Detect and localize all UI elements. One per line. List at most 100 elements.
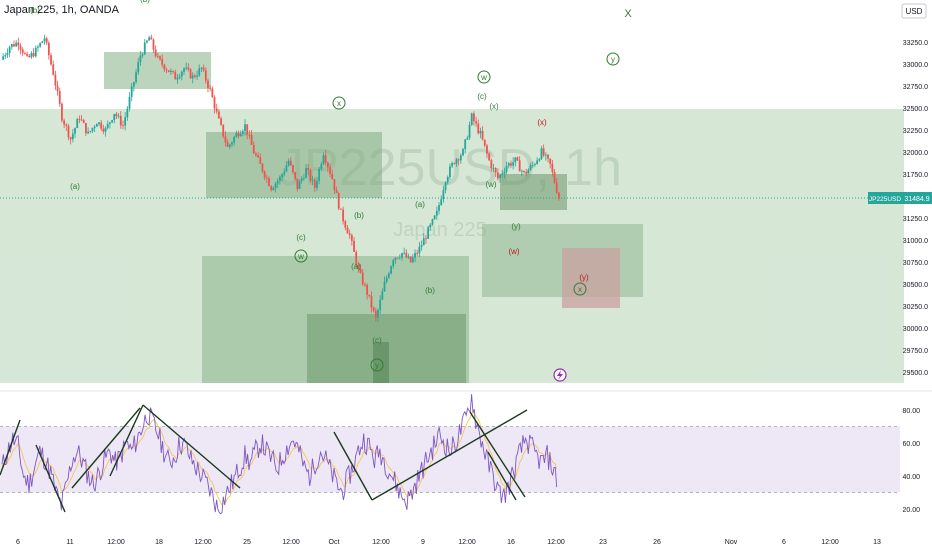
price-tick-label: 32000.0 <box>903 150 928 157</box>
wave-label[interactable]: (a) <box>415 200 425 209</box>
candle-body <box>520 170 523 172</box>
zone-large-background[interactable] <box>0 109 904 383</box>
candle-body <box>348 233 351 236</box>
candle-body <box>191 75 194 79</box>
candle-body <box>462 149 464 156</box>
wave-label[interactable]: (b) <box>30 6 40 15</box>
rsi-trendline[interactable] <box>71 407 141 489</box>
candle-body <box>411 257 414 263</box>
wave-annotations: (a) (b) (c) w x (a) (b) (c) y (a) (b) (c) w (x) (w) (y)… <box>30 0 632 372</box>
candle-body <box>255 153 257 156</box>
wave-label[interactable]: (a) <box>70 182 80 191</box>
candle-body <box>307 168 310 171</box>
rsi-trendline[interactable] <box>469 411 526 498</box>
candle-body <box>69 137 72 140</box>
candle-body <box>37 46 39 48</box>
candle-body <box>547 154 549 159</box>
candle-body <box>440 199 443 206</box>
candle-body <box>292 165 294 173</box>
wave-label[interactable]: (c) <box>372 336 382 345</box>
wave-label[interactable]: w <box>297 252 304 261</box>
candle-body <box>268 178 270 187</box>
rsi-trendline[interactable] <box>142 404 241 489</box>
candle-body <box>442 190 445 200</box>
candle-body <box>115 113 118 117</box>
wave-label[interactable]: x <box>578 285 582 294</box>
candle-body <box>63 120 66 125</box>
candle-body <box>544 154 547 156</box>
candle-body <box>198 68 201 76</box>
wave-label[interactable]: (x) <box>489 102 499 111</box>
wave-label[interactable]: (b) <box>140 0 150 4</box>
zone-red[interactable] <box>562 248 620 308</box>
candle-body <box>26 53 28 56</box>
candle-body <box>76 119 79 129</box>
rsi-trendline[interactable] <box>333 431 373 501</box>
time-tick-label: 12:00 <box>282 539 300 546</box>
candle-body <box>475 121 477 124</box>
lightning-icon[interactable] <box>553 368 567 382</box>
price-tick-label: 33000.0 <box>903 62 928 69</box>
candle-body <box>372 307 375 311</box>
candle-body <box>58 91 61 104</box>
wave-label[interactable]: (w) <box>508 247 519 256</box>
candle-body <box>148 37 151 41</box>
time-tick-label: 11 <box>66 539 73 546</box>
rsi-trendline[interactable] <box>487 451 517 501</box>
price-tick-label: 29500.0 <box>903 370 928 377</box>
price-tick-label: 30750.0 <box>903 260 928 267</box>
currency-box[interactable] <box>901 3 927 19</box>
candle-body <box>534 164 536 165</box>
candle-body <box>553 171 556 183</box>
candle-body <box>420 245 423 247</box>
zone-low-1[interactable] <box>202 256 469 383</box>
wave-label[interactable]: (y) <box>579 273 589 282</box>
candle-body <box>438 205 440 211</box>
rsi-trendline[interactable] <box>0 419 21 476</box>
candle-body <box>30 53 33 58</box>
candle-body <box>21 49 24 54</box>
wave-label[interactable]: (y) <box>511 222 521 231</box>
candle-body <box>309 170 312 181</box>
candle-body <box>137 62 140 73</box>
wave-label[interactable]: y <box>611 55 615 64</box>
wave-label[interactable]: x <box>337 99 341 108</box>
candle-body <box>357 264 360 269</box>
zone-mid-left[interactable] <box>206 132 382 198</box>
time-tick-label: 9 <box>421 539 425 546</box>
candle-body <box>350 235 353 241</box>
candle-body <box>15 42 18 47</box>
candle-body <box>257 155 260 158</box>
candle-body <box>113 113 116 121</box>
rsi-trendline[interactable] <box>109 404 144 477</box>
candle-body <box>451 163 454 167</box>
candle-body <box>165 69 168 71</box>
rsi-tick-label: 60.00 <box>902 441 920 448</box>
time-tick-label: Oct <box>329 539 340 546</box>
wave-label[interactable]: X <box>624 8 632 20</box>
candle-body <box>507 163 510 166</box>
wave-label[interactable]: (c) <box>477 92 487 101</box>
rsi-trendline[interactable] <box>35 444 66 513</box>
candle-body <box>261 163 264 172</box>
candle-body <box>23 53 26 55</box>
wave-label[interactable]: (w) <box>485 180 496 189</box>
time-tick-label: 23 <box>599 539 607 546</box>
wave-label[interactable]: (c) <box>296 233 306 242</box>
wave-label-circle <box>370 358 384 372</box>
wave-label[interactable]: (a) <box>351 262 361 271</box>
time-axis[interactable]: 6 11 12:00 18 12:00 25 12:00 Oct 12:00 9 12:00 16 12… <box>16 539 881 546</box>
wave-label[interactable]: (b) <box>354 211 364 220</box>
candle-body <box>224 136 227 143</box>
wave-label[interactable]: y <box>375 361 379 370</box>
candle-body <box>6 53 9 56</box>
candle-body <box>135 72 137 83</box>
zone-low-3[interactable] <box>373 342 389 383</box>
wave-label[interactable]: (x) <box>537 118 547 127</box>
rsi-trendline[interactable] <box>371 409 528 501</box>
wave-label[interactable]: w <box>480 73 487 82</box>
candle-body <box>459 155 462 161</box>
candle-body <box>2 56 4 60</box>
wave-label[interactable]: (b) <box>425 286 435 295</box>
